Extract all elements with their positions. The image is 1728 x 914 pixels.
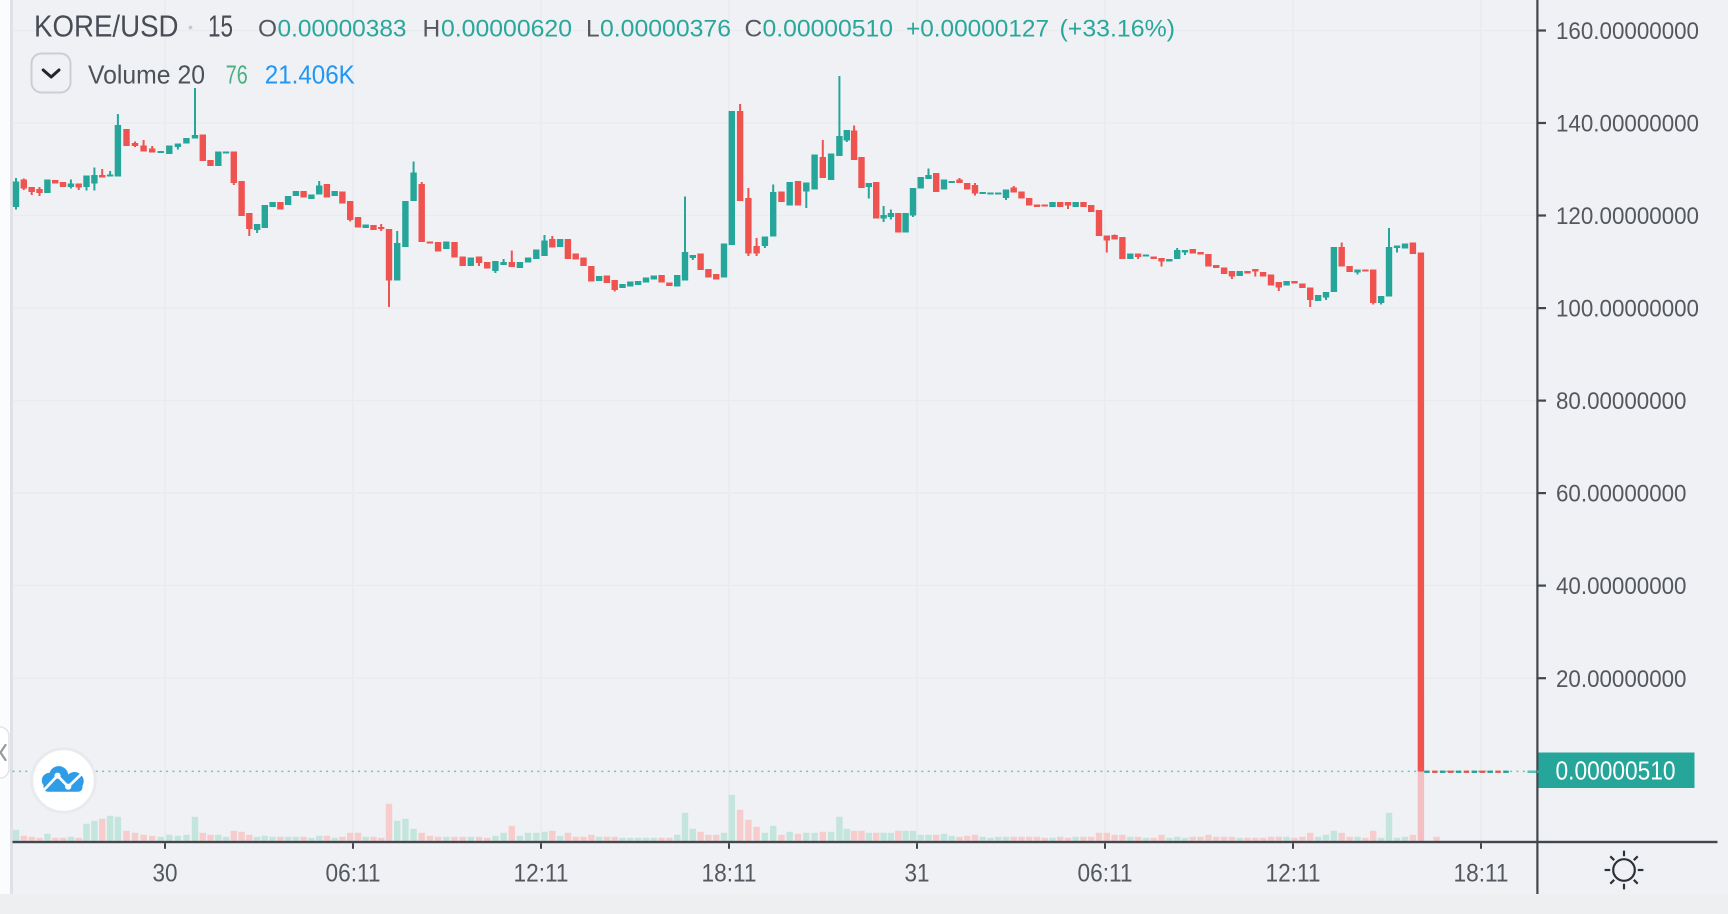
svg-text:160.00000000: 160.00000000 [1556, 18, 1699, 45]
svg-text:80.00000000: 80.00000000 [1556, 388, 1687, 415]
svg-text:12:11: 12:11 [514, 860, 569, 888]
svg-text:06:11: 06:11 [1078, 860, 1133, 888]
svg-text:100.00000000: 100.00000000 [1556, 296, 1699, 323]
svg-text:06:11: 06:11 [326, 860, 381, 888]
svg-text:Volume 20: Volume 20 [88, 60, 205, 90]
svg-text:0.00000376: 0.00000376 [600, 16, 731, 43]
svg-text:31: 31 [905, 860, 930, 888]
svg-text:60.00000000: 60.00000000 [1556, 481, 1687, 508]
svg-text:0.00000383: 0.00000383 [278, 16, 407, 43]
svg-text:76: 76 [226, 60, 248, 90]
svg-text:H: H [423, 16, 441, 43]
svg-text:12:11: 12:11 [1266, 860, 1321, 888]
svg-text:0.00000620: 0.00000620 [441, 16, 572, 43]
svg-text:0.00000510: 0.00000510 [763, 16, 894, 43]
svg-text:KORE/USD: KORE/USD [34, 9, 179, 44]
svg-text:120.00000000: 120.00000000 [1556, 203, 1699, 230]
svg-text:30: 30 [153, 860, 178, 888]
svg-text:(+33.16%): (+33.16%) [1060, 16, 1176, 43]
svg-text:18:11: 18:11 [1454, 860, 1509, 888]
svg-text:C: C [745, 16, 763, 43]
svg-text:0.00000510: 0.00000510 [1556, 756, 1676, 786]
svg-text:140.00000000: 140.00000000 [1556, 111, 1699, 138]
svg-text:21.406K: 21.406K [265, 60, 356, 90]
svg-text:18:11: 18:11 [702, 860, 757, 888]
svg-text:O: O [258, 16, 277, 43]
svg-text:L: L [586, 16, 600, 43]
svg-text:20.00000000: 20.00000000 [1556, 666, 1687, 693]
svg-text:40.00000000: 40.00000000 [1556, 573, 1687, 600]
svg-text:15: 15 [208, 9, 233, 44]
svg-text:+0.00000127: +0.00000127 [906, 16, 1049, 43]
